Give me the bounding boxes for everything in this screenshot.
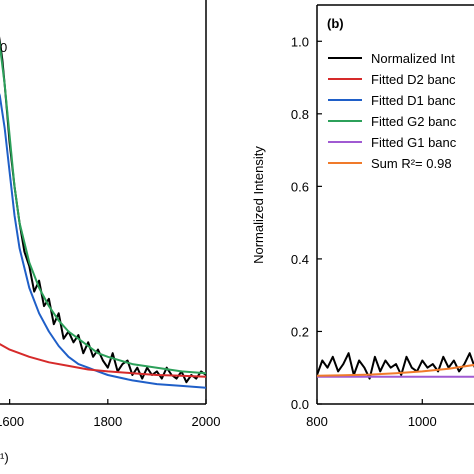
panel-a-series-line-2: [0, 93, 206, 389]
panel-b-y-axis-label: Normalized Intensity: [251, 146, 266, 264]
panel-b-y-tick-label: 1.0: [291, 34, 309, 49]
panel-a-series-line-0: [0, 36, 206, 384]
panel-b-series-line-0: [317, 352, 474, 380]
legend-label: Sum R²= 0.98: [371, 156, 452, 171]
panel-b: 800 1000 0.0 0.2 0.4 0.6 0.8 1.0 (b) Normalized…: [251, 4, 474, 429]
legend-label: Fitted D2 banc: [371, 72, 456, 87]
panel-a-series-line-3: [0, 343, 206, 378]
panel-a: 1600 1800 2000 0 ¹): [0, 0, 220, 465]
panel-b-y-tick-label: 0.2: [291, 324, 309, 339]
panel-a-series-line-1: [0, 39, 206, 375]
panel-a-x-tick-label: 1600: [0, 414, 24, 429]
legend-label: Fitted D1 banc: [371, 93, 456, 108]
legend-label: Fitted G2 banc: [371, 114, 457, 129]
panel-b-x-tick-label: 800: [306, 414, 328, 429]
panel-b-legend: Normalized Int Fitted D2 banc Fitted D1 ba…: [328, 51, 457, 171]
panel-a-x-tick-label: 2000: [192, 414, 221, 429]
panel-b-x-tick-label: 1000: [408, 414, 437, 429]
legend-label: Fitted G1 banc: [371, 135, 457, 150]
panel-b-y-tick-label: 0.8: [291, 107, 309, 122]
panel-b-series-line-2: [317, 363, 474, 377]
panel-b-y-tick-label: 0.4: [291, 252, 309, 267]
panel-a-x-tick-label: 1800: [93, 414, 122, 429]
panel-a-y-tick-label: 0: [0, 40, 7, 55]
legend-label: Normalized Int: [371, 51, 455, 66]
panel-b-y-tick-label: 0.0: [291, 397, 309, 412]
panel-b-y-tick-label: 0.6: [291, 179, 309, 194]
panel-b-label: (b): [327, 16, 344, 31]
panel-a-x-axis-label-fragment: ¹): [0, 450, 9, 465]
